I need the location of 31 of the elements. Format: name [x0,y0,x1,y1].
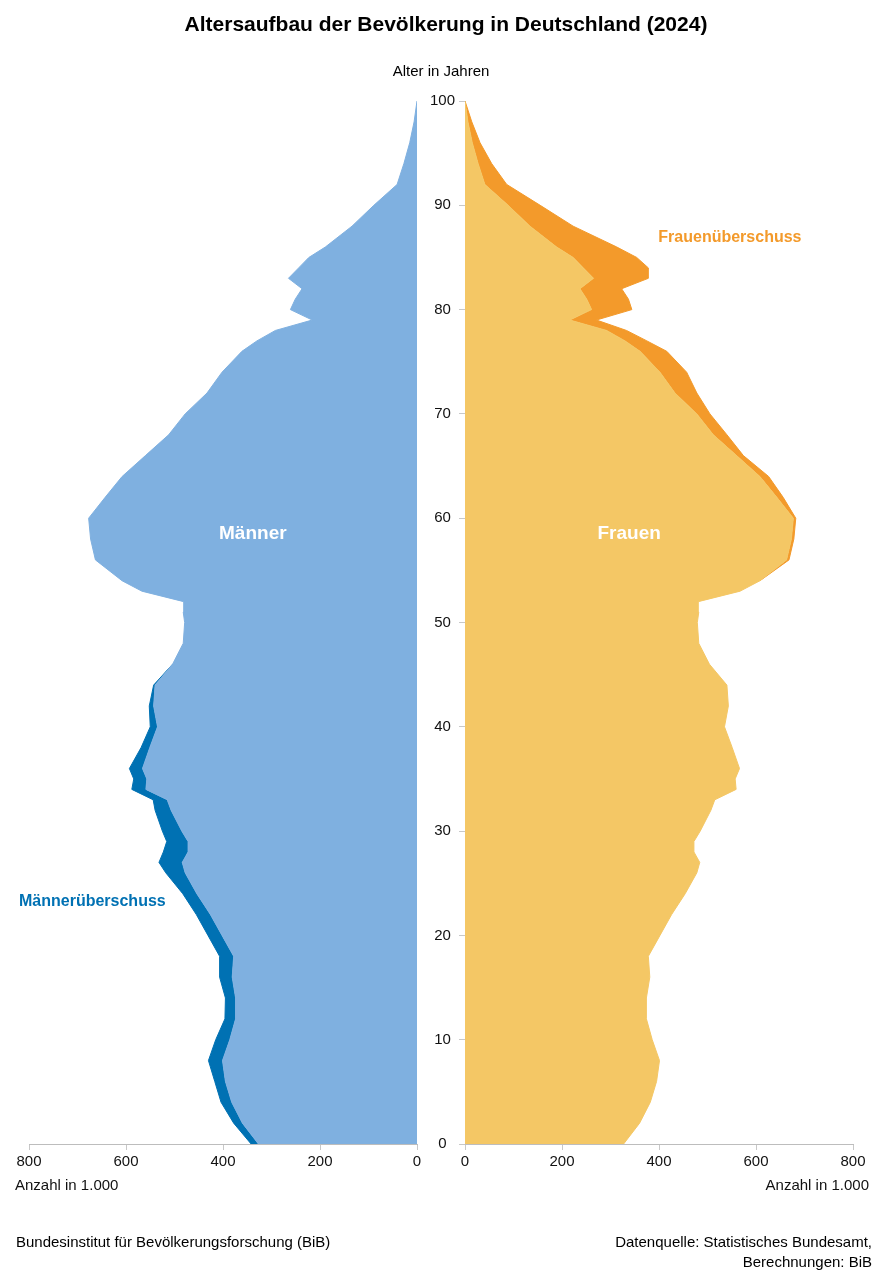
x-axis-title: Anzahl in 1.000 [765,1175,869,1193]
series-label: Frauen [597,522,661,544]
y-tick-label: 80 [434,299,451,317]
x-tick-label: 800 [840,1152,866,1170]
y-tick-label: 20 [434,925,451,943]
series-label: Männerüberschuss [19,892,166,910]
series-label: Frauenüberschuss [658,228,802,246]
y-tick-label: 60 [434,508,451,526]
y-tick-label: 70 [434,404,451,422]
y-tick-label: 50 [434,612,451,630]
x-tick-label: 200 [307,1152,333,1170]
x-tick-label: 800 [16,1152,42,1170]
y-tick-label: 40 [434,716,451,734]
series-label: Männer [219,522,288,544]
y-tick-label: 0 [438,1134,447,1152]
y-tick-label: 10 [434,1029,451,1047]
y-tick-label: 100 [429,91,455,109]
x-tick-label: 0 [412,1152,422,1170]
text: Datenquelle: Statistisches Bundesamt, Berechnungen: BiB [614,1232,872,1272]
y-tick-label: 90 [434,195,451,213]
y-tick-label: 30 [434,821,451,839]
y-axis-title: Alter in Jahren [391,62,491,79]
x-tick-label: 600 [743,1152,769,1170]
chart-title: Altersaufbau der Bevölkerung in Deutschland (2024) [183,12,709,36]
x-tick-label: 400 [646,1152,672,1170]
x-tick-label: 0 [460,1152,470,1170]
x-axis-title: Anzahl in 1.000 [15,1175,119,1193]
x-tick-label: 200 [549,1152,575,1170]
x-tick-label: 600 [113,1152,139,1170]
text: Bundesinstitut für Bevölkerungsforschung (BiB) [16,1232,332,1252]
x-tick-label: 400 [210,1152,236,1170]
